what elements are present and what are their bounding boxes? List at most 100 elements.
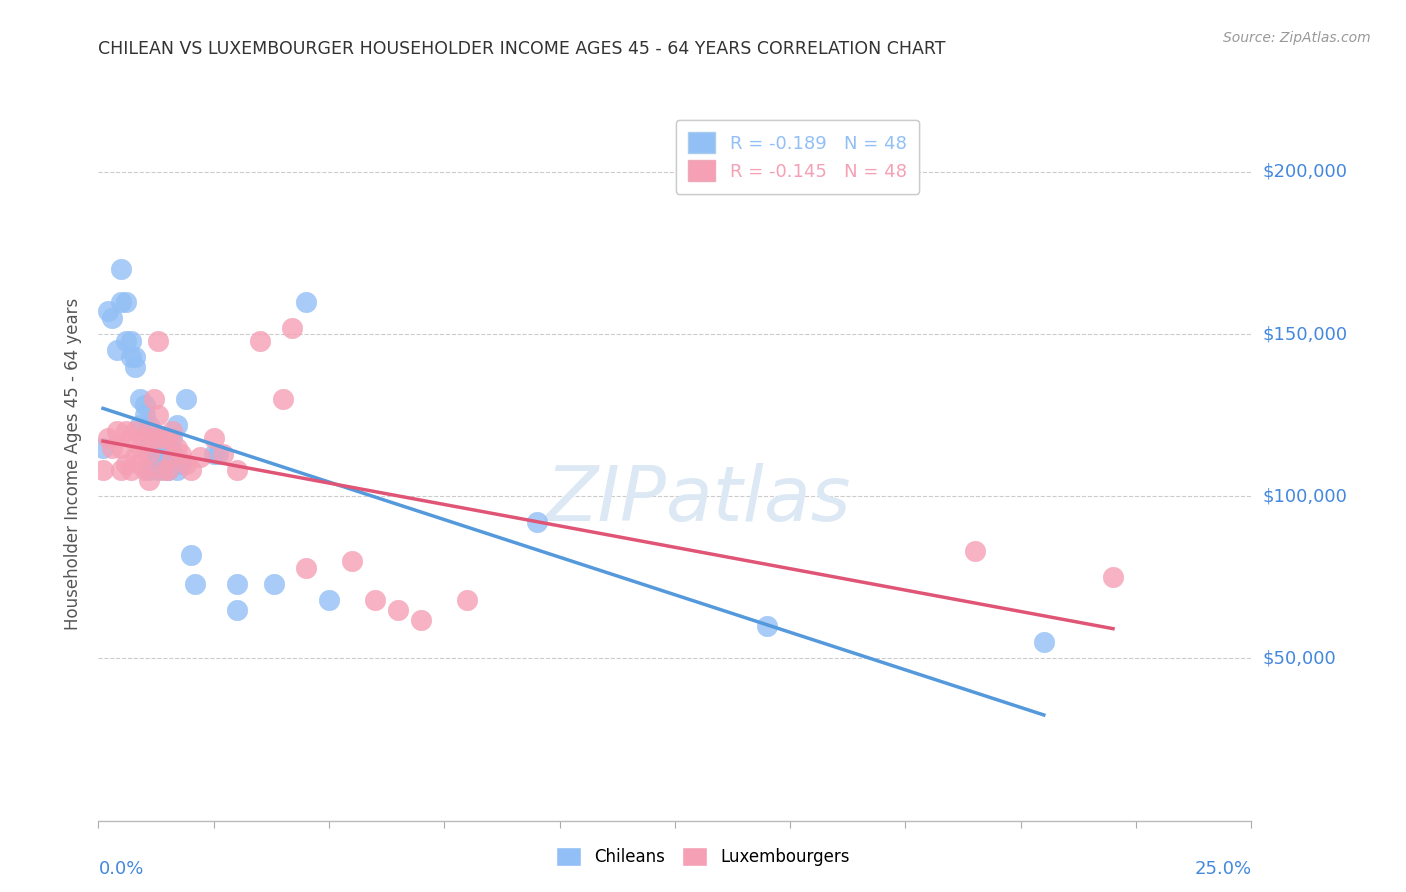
Point: [166, 417, 188, 432]
Point: [411, 613, 433, 627]
Point: [138, 441, 160, 455]
Point: [101, 310, 124, 325]
Point: [148, 463, 170, 477]
Point: [225, 463, 247, 477]
Point: [91, 463, 114, 477]
Point: [295, 560, 318, 574]
Point: [120, 431, 142, 445]
Point: [340, 554, 363, 568]
Point: [110, 463, 132, 477]
Point: [105, 425, 128, 439]
Point: [180, 548, 202, 562]
Point: [156, 441, 179, 455]
Point: [124, 359, 146, 374]
Point: [295, 294, 318, 309]
Legend: Chileans, Luxembourgers: Chileans, Luxembourgers: [548, 838, 858, 875]
Text: ZIPatlas: ZIPatlas: [546, 463, 851, 536]
Text: $200,000: $200,000: [1263, 163, 1347, 181]
Y-axis label: Householder Income Ages 45 - 64 years: Householder Income Ages 45 - 64 years: [65, 298, 83, 630]
Point: [160, 425, 183, 439]
Point: [166, 441, 188, 455]
Point: [202, 431, 225, 445]
Point: [318, 593, 340, 607]
Point: [364, 593, 387, 607]
Point: [387, 603, 409, 617]
Point: [152, 431, 174, 445]
Point: [526, 515, 548, 529]
Point: [249, 334, 271, 348]
Text: Source: ZipAtlas.com: Source: ZipAtlas.com: [1223, 31, 1371, 45]
Point: [184, 577, 207, 591]
Point: [212, 447, 235, 461]
Point: [156, 463, 179, 477]
Point: [456, 593, 478, 607]
Point: [207, 447, 229, 461]
Point: [134, 431, 156, 445]
Text: $100,000: $100,000: [1263, 487, 1347, 505]
Point: [756, 619, 779, 633]
Point: [129, 392, 152, 406]
Point: [138, 473, 160, 487]
Point: [138, 425, 160, 439]
Point: [134, 463, 156, 477]
Point: [115, 334, 138, 348]
Point: [110, 441, 132, 455]
Point: [129, 441, 152, 455]
Point: [281, 320, 304, 334]
Point: [271, 392, 294, 406]
Point: [124, 425, 146, 439]
Point: [152, 463, 174, 477]
Point: [148, 334, 170, 348]
Point: [160, 450, 183, 465]
Point: [120, 334, 142, 348]
Point: [170, 447, 193, 461]
Point: [160, 431, 183, 445]
Point: [138, 463, 160, 477]
Point: [152, 441, 174, 455]
Point: [134, 399, 156, 413]
Point: [160, 447, 183, 461]
Point: [156, 431, 179, 445]
Point: [134, 431, 156, 445]
Point: [124, 450, 146, 465]
Point: [124, 350, 146, 364]
Legend: R = -0.189   N = 48, R = -0.145   N = 48: R = -0.189 N = 48, R = -0.145 N = 48: [676, 120, 920, 194]
Point: [188, 450, 211, 465]
Point: [138, 447, 160, 461]
Point: [120, 463, 142, 477]
Text: $50,000: $50,000: [1263, 649, 1336, 667]
Text: 0.0%: 0.0%: [98, 860, 143, 878]
Point: [142, 457, 165, 471]
Point: [174, 457, 197, 471]
Point: [110, 294, 132, 309]
Point: [115, 457, 138, 471]
Point: [105, 343, 128, 358]
Point: [110, 262, 132, 277]
Point: [1032, 635, 1054, 649]
Point: [202, 447, 225, 461]
Point: [138, 417, 160, 432]
Point: [142, 431, 165, 445]
Point: [170, 457, 193, 471]
Point: [120, 350, 142, 364]
Point: [963, 544, 986, 558]
Text: CHILEAN VS LUXEMBOURGER HOUSEHOLDER INCOME AGES 45 - 64 YEARS CORRELATION CHART: CHILEAN VS LUXEMBOURGER HOUSEHOLDER INCO…: [98, 40, 946, 58]
Point: [129, 417, 152, 432]
Point: [1102, 570, 1125, 584]
Point: [148, 450, 170, 465]
Point: [142, 392, 165, 406]
Point: [91, 441, 114, 455]
Point: [115, 294, 138, 309]
Point: [101, 441, 124, 455]
Point: [134, 408, 156, 422]
Point: [148, 408, 170, 422]
Point: [97, 431, 120, 445]
Point: [174, 392, 197, 406]
Point: [166, 463, 188, 477]
Text: 25.0%: 25.0%: [1194, 860, 1251, 878]
Point: [225, 603, 247, 617]
Text: $150,000: $150,000: [1263, 325, 1347, 343]
Point: [97, 304, 120, 318]
Point: [129, 457, 152, 471]
Point: [142, 441, 165, 455]
